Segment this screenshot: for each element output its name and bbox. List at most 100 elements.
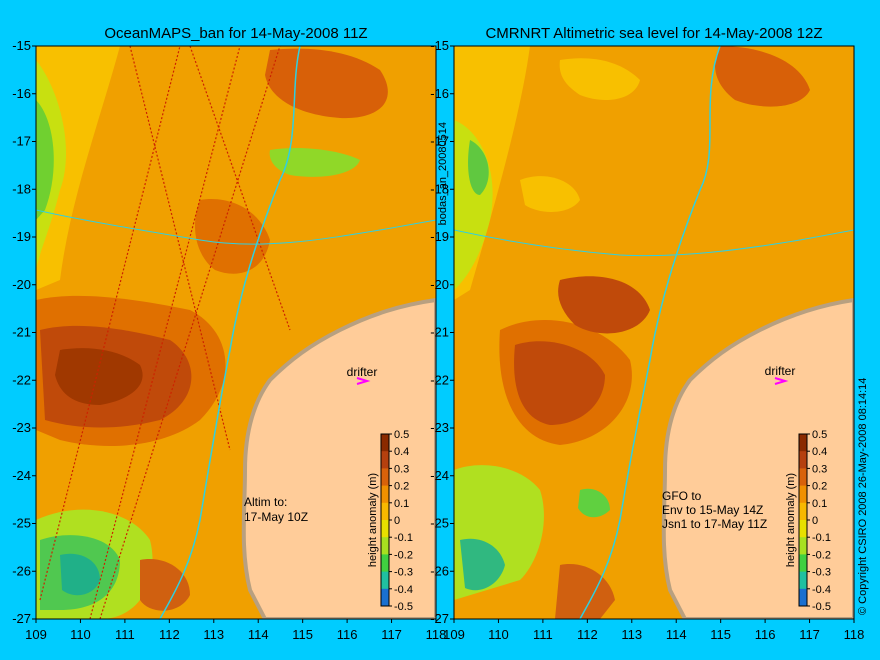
colorbar-tick-label: -0.5 [812, 601, 831, 613]
axis-ticks-left: -15-16-17-18-19-20-21-22-23-24-25-26-271… [12, 38, 446, 642]
lon-tick-label: 115 [292, 627, 313, 642]
lon-tick-label: 114 [666, 627, 687, 642]
colorbar-segment [381, 571, 389, 590]
lat-tick-label: -16 [12, 86, 31, 101]
gfo-annotation-line3: Jsn1 to 17-May 11Z [662, 517, 767, 531]
colorbar-label: height anomaly (m) [785, 473, 797, 567]
colorbar-tick-label: -0.4 [394, 584, 413, 596]
colorbar-tick-label: -0.4 [812, 584, 831, 596]
colorbar-segment [799, 451, 807, 469]
map-right: CMRNRT Altimetric sea level for 14-May-2… [430, 25, 864, 642]
lon-tick-label: 113 [203, 627, 224, 642]
lon-tick-label: 114 [248, 627, 269, 642]
colorbar-tick-label: -0.2 [812, 549, 831, 561]
colorbar-tick-label: 0.3 [812, 463, 827, 475]
lat-tick-label: -19 [430, 229, 449, 244]
lat-tick-label: -25 [430, 516, 449, 531]
lon-tick-label: 116 [337, 627, 358, 642]
colorbar-tick-label: -0.3 [394, 567, 413, 579]
colorbar-tick-label: -0.1 [394, 532, 413, 544]
map-right-title: CMRNRT Altimetric sea level for 14-May-2… [485, 25, 822, 42]
lat-tick-label: -24 [12, 468, 31, 483]
colorbar-tick-label: -0.5 [394, 601, 413, 613]
colorbar-segment [799, 468, 807, 487]
lat-tick-label: -15 [430, 38, 449, 53]
lat-tick-label: -18 [12, 181, 31, 196]
lat-tick-label: -24 [430, 468, 449, 483]
drifter-label-right: drifter [765, 364, 796, 378]
lon-tick-label: 117 [799, 627, 820, 642]
lat-tick-label: -26 [430, 563, 449, 578]
colorbar-tick-label: -0.1 [812, 532, 831, 544]
lat-tick-label: -25 [12, 516, 31, 531]
colorbar-tick-label: 0.1 [812, 498, 827, 510]
run-identifier: bodas_an_20080514 [437, 122, 449, 225]
colorbar-tick-label: 0.5 [394, 429, 409, 441]
map-right-field [454, 46, 854, 619]
lon-tick-label: 116 [755, 627, 776, 642]
map-left: OceanMAPS_ban for 14-May-2008 11Z [12, 25, 446, 642]
colorbar-segment [381, 451, 389, 469]
lat-tick-label: -27 [12, 611, 31, 626]
lon-tick-label: 117 [381, 627, 402, 642]
altim-annotation-line2: 17-May 10Z [244, 510, 308, 524]
lon-tick-label: 109 [25, 627, 47, 642]
colorbar-segment [381, 520, 389, 538]
lat-tick-label: -16 [430, 86, 449, 101]
lon-tick-label: 110 [488, 627, 509, 642]
drifter-label-left: drifter [347, 365, 378, 379]
lat-tick-label: -21 [12, 325, 31, 340]
colorbar-tick-label: 0.1 [394, 498, 409, 510]
colorbar-right: 0.5 0.4 0.3 0.2 0.1 0 -0.1 -0.2 -0.3 -0.4 -0.5 heig… [785, 429, 831, 613]
lat-tick-label: -23 [430, 420, 449, 435]
lon-tick-label: 115 [710, 627, 731, 642]
colorbar-tick-label: 0.3 [394, 463, 409, 475]
altim-annotation-line1: Altim to: [244, 495, 287, 509]
lat-tick-label: -22 [430, 372, 449, 387]
gfo-annotation-line2: Env to 15-May 14Z [662, 503, 763, 517]
colorbar-tick-label: -0.2 [394, 549, 413, 561]
colorbar-tick-label: 0 [394, 515, 400, 527]
colorbar-segment [799, 485, 807, 504]
gfo-annotation-line1: GFO to [662, 489, 702, 503]
drifter-marker-left [356, 377, 371, 385]
lon-tick-label: 110 [70, 627, 91, 642]
lon-tick-label: 113 [621, 627, 642, 642]
lat-tick-label: -17 [430, 134, 449, 149]
lat-tick-label: -19 [12, 229, 31, 244]
colorbar-segment [799, 588, 807, 607]
colorbar-tick-label: 0.4 [812, 446, 827, 458]
lat-tick-label: -15 [12, 38, 31, 53]
colorbar-tick-label: 0.4 [394, 446, 409, 458]
lat-tick-label: -18 [430, 181, 449, 196]
lat-tick-label: -22 [12, 372, 31, 387]
map-left-title: OceanMAPS_ban for 14-May-2008 11Z [104, 25, 367, 42]
lon-tick-label: 118 [426, 627, 447, 642]
lat-tick-label: -26 [12, 563, 31, 578]
lat-tick-label: -17 [12, 134, 31, 149]
colorbar-segment [381, 502, 389, 521]
colorbar-segment [381, 485, 389, 504]
colorbar-segment [799, 434, 807, 452]
colorbar-segment [799, 571, 807, 590]
colorbar-segment [381, 434, 389, 452]
lon-tick-label: 111 [115, 627, 135, 642]
lon-tick-label: 112 [159, 627, 180, 642]
lon-tick-label: 111 [533, 627, 553, 642]
lat-tick-label: -23 [12, 420, 31, 435]
drifter-marker-right [774, 377, 789, 385]
lon-tick-label: 118 [844, 627, 865, 642]
axis-ticks-right: -15-16-17-18-19-20-21-22-23-24-25-26-271… [430, 38, 864, 642]
lat-tick-label: -20 [430, 277, 449, 292]
colorbar-segment [381, 554, 389, 573]
lat-tick-label: -20 [12, 277, 31, 292]
colorbar-tick-label: -0.3 [812, 567, 831, 579]
copyright-notice: © Copyright CSIRO 2008 26-May-2008 08:14… [857, 378, 869, 615]
colorbar-segment [381, 537, 389, 555]
colorbar-label: height anomaly (m) [367, 473, 379, 567]
colorbar-segment [799, 502, 807, 521]
colorbar-tick-label: 0.2 [394, 481, 409, 493]
colorbar-segment [799, 520, 807, 538]
lat-tick-label: -21 [430, 325, 449, 340]
